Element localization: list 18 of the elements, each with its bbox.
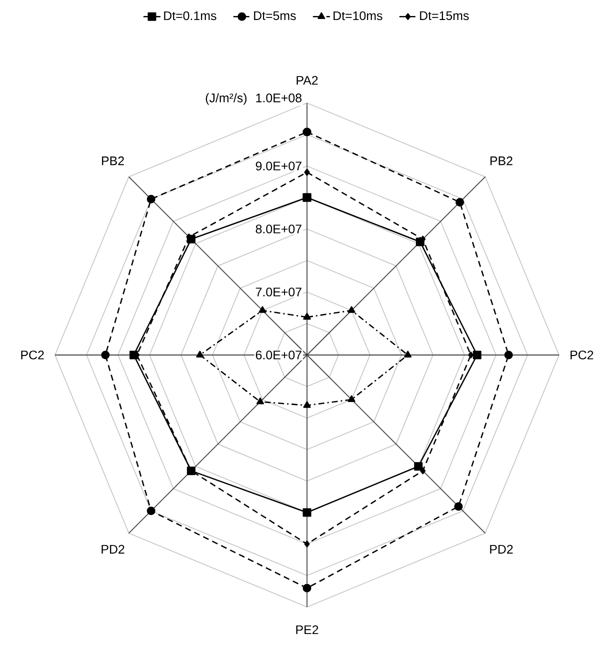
y-tick-label: 1.0E+08 bbox=[256, 94, 302, 102]
spoke-label: PD2 bbox=[102, 544, 124, 554]
y-tick-label: 7.0E+07 bbox=[256, 288, 302, 296]
legend-label: Dt=15ms bbox=[420, 11, 469, 20]
spoke-label: PE2 bbox=[296, 625, 318, 634]
text: (J/m²/s) bbox=[206, 93, 247, 105]
y-tick-label: 6.0E+07 bbox=[256, 350, 302, 360]
spoke-label: PC2 bbox=[21, 350, 44, 360]
legend-label: Dt=10ms bbox=[334, 11, 382, 20]
spoke-label: PB2 bbox=[490, 156, 512, 166]
spoke-label: PC2 bbox=[570, 350, 594, 360]
spoke-label: PB2 bbox=[102, 156, 124, 166]
legend-label: Dt=0.1ms bbox=[164, 11, 216, 20]
y-tick-label: 8.0E+07 bbox=[256, 224, 302, 234]
legend-label: Dt=5ms bbox=[254, 11, 296, 20]
y-tick-label: 9.0E+07 bbox=[256, 162, 302, 170]
spoke-label: PA2 bbox=[296, 76, 318, 85]
spoke-label: PD2 bbox=[490, 544, 513, 554]
